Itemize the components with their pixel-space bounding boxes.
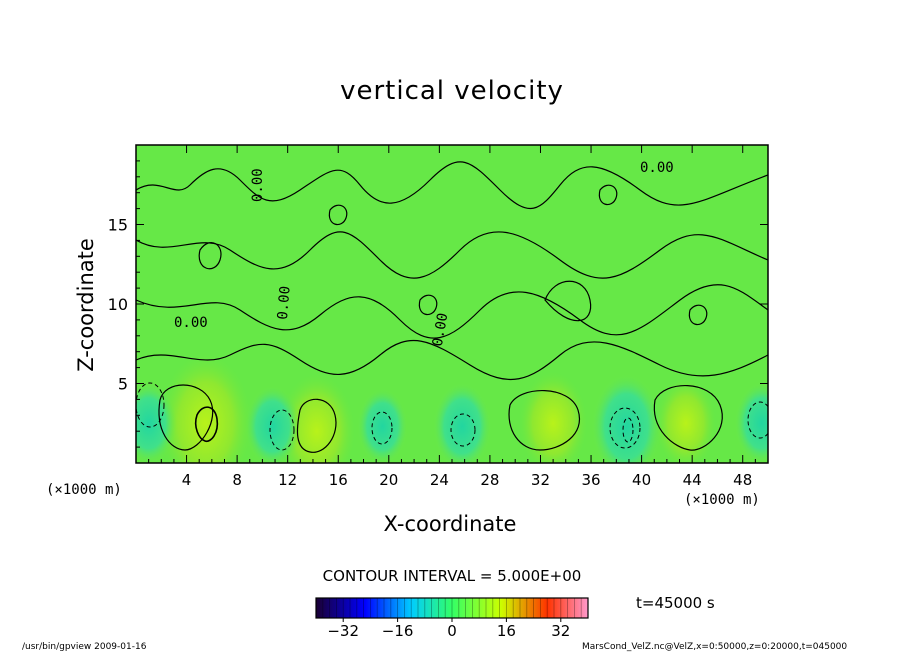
colorbar-tick-label: 16 [497,622,516,640]
y-tick-label: 10 [108,295,128,314]
contour-labels: 0.00 0.00 0.00 0.00 0.00 [174,160,674,348]
negative-velocity-cell [733,381,768,463]
x-tick-label: 20 [379,471,398,489]
colorbar-tick-label: −32 [327,622,359,640]
positive-velocity-cell [159,354,252,463]
y-tick-label: 15 [108,216,128,235]
x-unit-left: (×1000 m) [46,482,122,498]
negative-velocity-cell [244,384,301,463]
negative-velocity-cell [590,372,663,463]
positive-velocity-cell [519,372,588,463]
contour-label: 0.00 [174,315,208,331]
x-tick-label: 32 [531,471,550,489]
contour-field [136,145,768,463]
negative-contours [136,382,768,451]
colorbar-tick-label: 0 [447,622,457,640]
negative-velocity-cell [432,381,493,463]
x-tick-label: 24 [430,471,449,489]
x-tick-label: 4 [182,471,192,489]
time-label: t=45000 s [636,594,715,612]
colorbar-tick-label: 32 [551,622,570,640]
x-tick-label: 8 [232,471,242,489]
contour-label: 0.00 [640,160,674,176]
x-axis-label: X-coordinate [383,512,517,536]
y-axis-label: Z-coordinate [74,238,98,372]
x-tick-label: 12 [278,471,297,489]
contour-label: 0.00 [275,285,294,320]
chart-title: vertical velocity [340,76,564,106]
x-tick-label: 48 [733,471,752,489]
zero-contours [136,161,768,453]
colorbar-stripes [322,598,582,618]
colorbar-ticks: −32 −16 0 16 32 [327,618,570,640]
x-tick-label: 44 [683,471,702,489]
colorbar [316,598,588,618]
negative-velocity-cell [356,387,409,463]
contour-label: 0.00 [250,168,266,202]
positive-velocity-cell [655,378,716,463]
x-tick-label: 36 [581,471,600,489]
x-tick-label: 16 [329,471,348,489]
x-tick-label: 28 [480,471,499,489]
negative-velocity-cell [136,381,177,463]
contour-interval: CONTOUR INTERVAL = 5.000E+00 [322,567,582,585]
positive-contour-inner [194,406,219,443]
y-tick-label: 5 [118,375,128,394]
footer-right: MarsCond_VelZ.nc@VelZ,x=0:50000,z=0:2000… [582,642,848,652]
x-unit-right: (×1000 m) [684,492,760,508]
colorbar-tick-label: −16 [382,622,414,640]
x-tick-label: 40 [632,471,651,489]
footer-left: /usr/bin/gpview 2009-01-16 [22,642,147,652]
contour-label: 0.00 [430,312,452,348]
